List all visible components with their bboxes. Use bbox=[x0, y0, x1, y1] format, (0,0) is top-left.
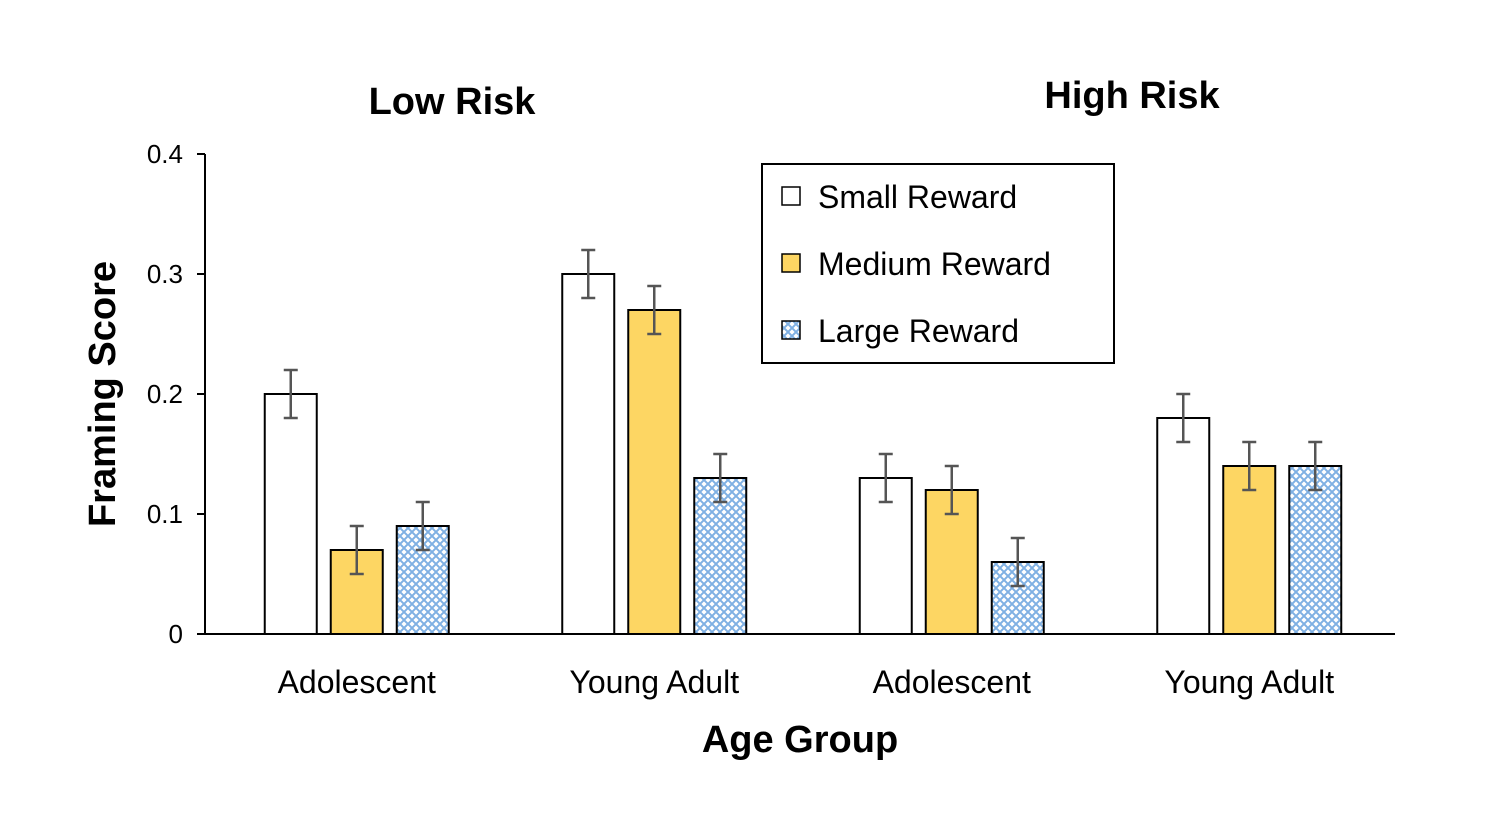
x-tick-label: Young Adult bbox=[1164, 664, 1334, 700]
x-tick-label: Young Adult bbox=[569, 664, 739, 700]
bar bbox=[263, 393, 318, 635]
legend-label: Medium Reward bbox=[818, 246, 1051, 282]
bars bbox=[263, 248, 1343, 635]
y-axis-label: Framing Score bbox=[82, 261, 124, 527]
panel-title-high-risk: High Risk bbox=[1044, 75, 1220, 117]
x-tick-label: Adolescent bbox=[278, 664, 436, 700]
legend-swatch bbox=[781, 253, 801, 273]
y-tick-label: 0.1 bbox=[147, 499, 183, 529]
legend-box bbox=[761, 163, 1115, 364]
legend-label: Small Reward bbox=[818, 179, 1017, 215]
legend-swatch bbox=[781, 186, 801, 206]
panel-title-low-risk: Low Risk bbox=[369, 81, 537, 123]
bar bbox=[858, 477, 913, 635]
bar bbox=[627, 309, 682, 635]
legend-swatch bbox=[781, 320, 801, 340]
x-tick-label: Adolescent bbox=[873, 664, 1031, 700]
bar bbox=[561, 273, 616, 635]
y-axis: 0 0.1 0.2 0.3 0.4 bbox=[147, 139, 206, 649]
y-tick-label: 0.2 bbox=[147, 379, 183, 409]
bar bbox=[1288, 465, 1343, 635]
y-tick-label: 0.3 bbox=[147, 259, 183, 289]
x-axis: Adolescent Young Adult Adolescent Young Adu… bbox=[205, 633, 1395, 700]
legend-label: Large Reward bbox=[818, 313, 1019, 349]
x-axis-label: Age Group bbox=[702, 719, 898, 761]
legend: Small Reward Medium Reward Large Reward bbox=[761, 163, 1115, 364]
y-tick-label: 0.4 bbox=[147, 139, 183, 169]
bar bbox=[1156, 417, 1211, 635]
y-tick-label: 0 bbox=[169, 619, 183, 649]
